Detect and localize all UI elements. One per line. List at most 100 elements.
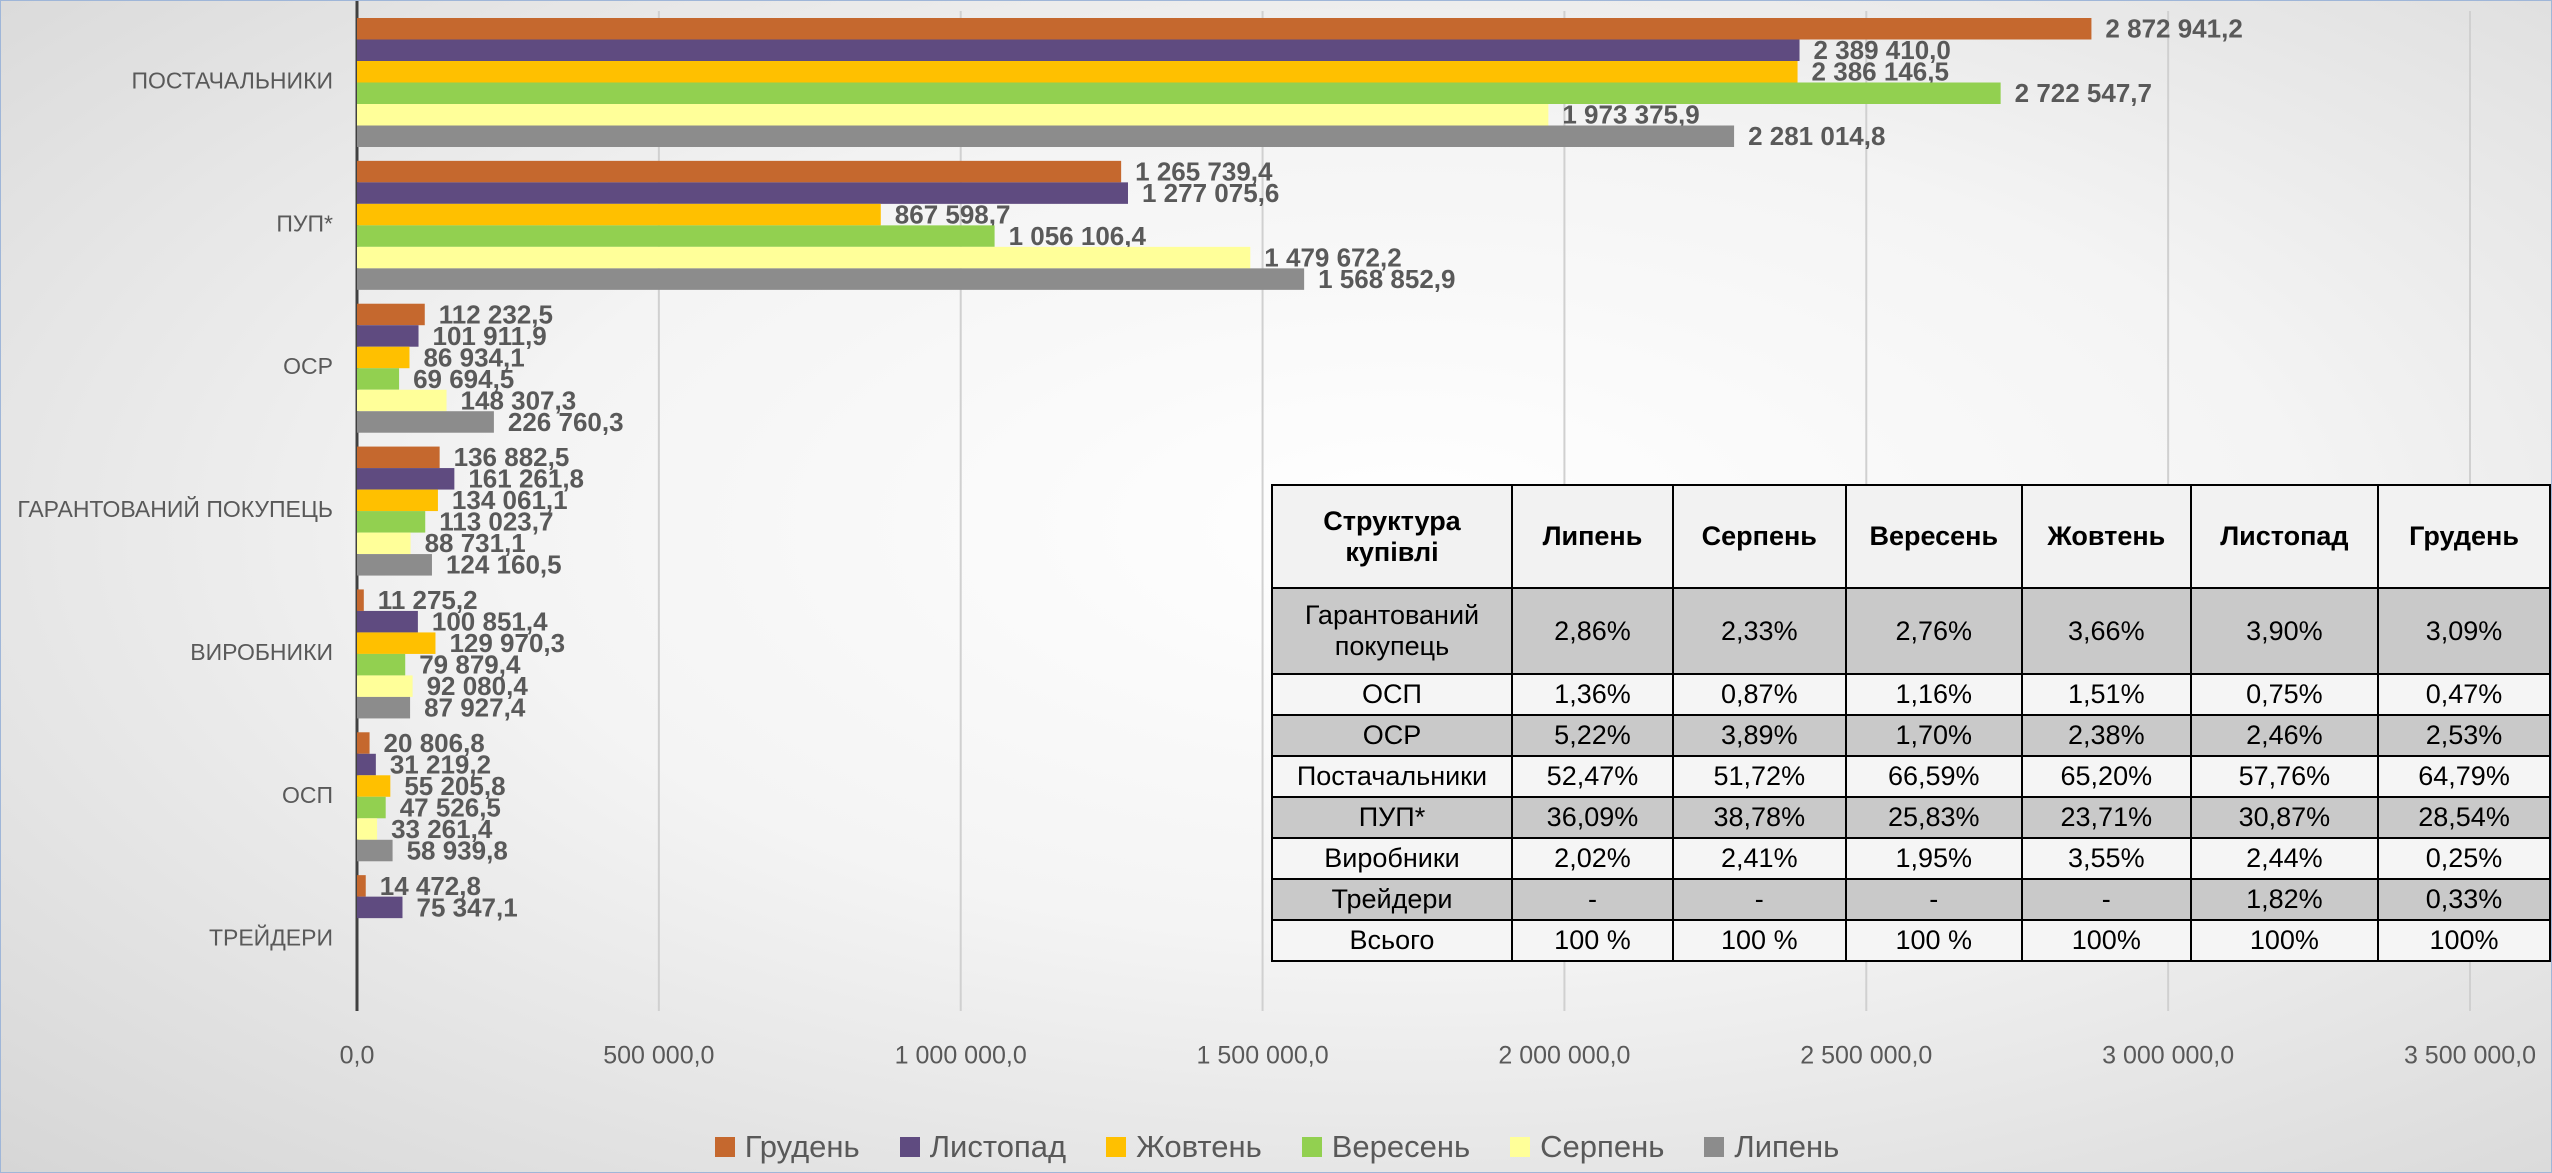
value-label: 87 927,4 — [424, 693, 526, 723]
x-tick-label: 0,0 — [340, 1042, 375, 1070]
value-label: 55 205,8 — [404, 771, 505, 801]
bar — [357, 896, 403, 919]
table-cell: 3,55% — [2020, 837, 2192, 880]
x-tick-label: 2 500 000,0 — [1800, 1042, 1932, 1070]
bar — [357, 325, 419, 347]
value-label: 1 056 106,4 — [1009, 221, 1147, 251]
table-header-cell: Липень — [1510, 484, 1674, 589]
table-row: ПУП* 36,09% 38,78% 25,83% 23,71% 30,87% 28,54% — [1271, 796, 2551, 839]
table-cell: 2,41% — [1671, 837, 1847, 880]
legend-item: Серпень — [1510, 1129, 1664, 1165]
bar — [357, 696, 411, 719]
value-label: 47 526,5 — [400, 792, 501, 822]
legend-label: Вересень — [1331, 1129, 1471, 1164]
value-label: 14 472,8 — [380, 871, 481, 901]
category-label: ПОСТАЧАЛЬНИКИ — [131, 68, 333, 94]
table-row: Виробники 2,02% 2,41% 1,95% 3,55% 2,44% 0,25% — [1271, 837, 2551, 880]
table-cell: 52,47% — [1510, 755, 1674, 798]
value-label: 100 851,4 — [432, 607, 548, 637]
table-cell: 0,75% — [2189, 673, 2380, 716]
bar — [357, 246, 1251, 269]
table-cell: 0,25% — [2377, 837, 2551, 880]
value-label: 11 275,2 — [378, 585, 478, 615]
value-label: 2 281 014,8 — [1748, 121, 1885, 151]
bar — [357, 368, 400, 390]
table-row: Гарантований покупець 2,86% 2,33% 2,76% 3,66… — [1271, 587, 2551, 675]
value-label: 58 939,8 — [407, 835, 508, 865]
legend-label: Серпень — [1540, 1129, 1665, 1164]
value-label: 75 347,1 — [416, 892, 517, 922]
value-label: 1 973 375,9 — [1562, 100, 1699, 130]
legend-label: Жовтень — [1136, 1129, 1262, 1164]
value-label: 161 261,8 — [468, 464, 584, 494]
category-label: ПУП* — [276, 210, 333, 236]
x-tick-label: 1 000 000,0 — [895, 1042, 1027, 1070]
legend: Грудень Листопад Жовтень Вересень Серпень Лип… — [1, 1129, 2552, 1165]
bar — [357, 732, 370, 754]
value-label: 2 872 941,2 — [2105, 14, 2242, 44]
bar — [357, 632, 436, 654]
table-cell: - — [1844, 878, 2023, 921]
value-label: 33 261,4 — [391, 814, 493, 844]
table-cell: 0,47% — [2377, 673, 2551, 716]
legend-item: Вересень — [1301, 1129, 1471, 1165]
table-cell: 3,66% — [2020, 587, 2192, 675]
category-label: ГАРАНТОВАНИЙ ПОКУПЕЦЬ — [17, 495, 333, 522]
table-cell: 2,33% — [1671, 587, 1847, 675]
bar — [357, 589, 364, 611]
table-header-cell: Грудень — [2377, 484, 2551, 589]
legend-swatch — [899, 1137, 920, 1157]
value-label: 134 061,1 — [452, 485, 568, 515]
value-label: 88 731,1 — [425, 528, 526, 558]
table-row: ОСР 5,22% 3,89% 1,70% 2,38% 2,46% 2,53% — [1271, 714, 2551, 757]
value-label: 113 023,7 — [439, 507, 553, 537]
bar — [357, 225, 995, 247]
table-cell: 51,72% — [1671, 755, 1847, 798]
value-label: 1 277 075,6 — [1142, 178, 1279, 208]
bar — [357, 796, 386, 819]
table-cell: 23,71% — [2020, 796, 2192, 839]
x-tick-label: 500 000,0 — [603, 1042, 714, 1070]
bar — [357, 753, 376, 776]
bar — [357, 182, 1128, 204]
bar — [357, 468, 455, 490]
category-label: ВИРОБНИКИ — [190, 639, 333, 665]
bar — [357, 268, 1305, 290]
legend-label: Липень — [1734, 1129, 1840, 1164]
table-row: ОСП 1,36% 0,87% 1,16% 1,51% 0,75% 0,47% — [1271, 673, 2551, 716]
legend-swatch — [1510, 1137, 1531, 1157]
category-label: ТРЕЙДЕРИ — [209, 924, 333, 951]
bar — [357, 511, 426, 533]
legend-item: Жовтень — [1106, 1129, 1262, 1165]
table-header-row: Структура купівлі Липень Серпень Вересень Жо… — [1271, 484, 2551, 589]
bar — [357, 839, 393, 862]
table-row: Трейдери - - - -1,82% 0,33% — [1271, 878, 2551, 921]
value-label: 1 479 672,2 — [1264, 242, 1401, 272]
value-label: 20 806,8 — [384, 728, 485, 758]
table-cell: 3,90% — [2189, 587, 2380, 675]
value-label: 31 219,2 — [390, 749, 491, 779]
table-cell: 100% — [2020, 919, 2192, 962]
bar — [357, 411, 494, 433]
table-cell: Трейдери — [1271, 878, 1513, 921]
table-cell: 2,46% — [2189, 714, 2380, 757]
value-label: 1 568 852,9 — [1318, 264, 1455, 294]
table-cell: 1,16% — [1844, 673, 2023, 716]
legend-swatch — [1106, 1137, 1127, 1157]
x-tick-label: 1 500 000,0 — [1197, 1042, 1329, 1070]
table-cell: ОСП — [1271, 673, 1513, 716]
table-cell: 5,22% — [1510, 714, 1674, 757]
value-label: 2 722 547,7 — [2015, 78, 2152, 108]
table-header-cell: Структура купівлі — [1271, 484, 1513, 589]
value-label: 101 911,9 — [433, 321, 547, 351]
table-header-cell: Жовтень — [2020, 484, 2192, 589]
table-row: Постачальники 52,47% 51,72% 66,59% 65,20% 57,… — [1271, 755, 2551, 798]
value-label: 2 389 410,0 — [1814, 35, 1951, 65]
table-header-cell: Листопад — [2189, 484, 2380, 589]
legend-item: Липень — [1704, 1129, 1839, 1165]
bar — [357, 303, 425, 326]
table-cell: 0,33% — [2377, 878, 2551, 921]
bar — [357, 675, 413, 697]
table-cell: - — [1671, 878, 1847, 921]
